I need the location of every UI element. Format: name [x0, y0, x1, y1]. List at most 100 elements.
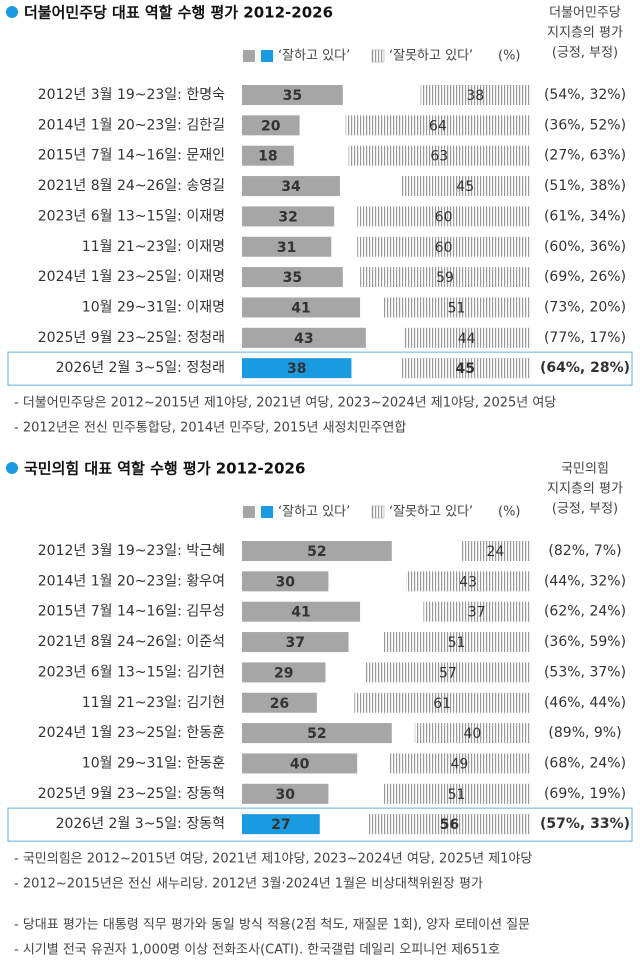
value-label: 34 — [281, 179, 301, 195]
value-label: 18 — [258, 149, 277, 165]
category-label: 2026년 2월 3~5일: 정청래 — [56, 360, 225, 376]
bar-positive — [242, 297, 361, 318]
side-label: (53%, 37%) — [544, 664, 626, 680]
side-label: (61%, 34%) — [544, 208, 626, 224]
side-label: (51%, 38%) — [544, 178, 626, 194]
bar-negative — [383, 783, 530, 804]
side-label: (36%, 59%) — [544, 634, 626, 650]
bar-positive — [242, 267, 343, 288]
bar-positive — [242, 115, 300, 136]
category-label: 2023년 6월 13~15일: 이재명 — [38, 208, 225, 224]
category-label: 2015년 7월 14~16일: 김무성 — [38, 604, 225, 620]
category-label: 2025년 9월 23~25일: 정청래 — [38, 330, 225, 346]
side-header: 지지층의 평가 — [547, 26, 623, 41]
legend-swatch — [243, 506, 255, 518]
side-label: (57%, 33%) — [540, 816, 630, 832]
side-label: (54%, 32%) — [544, 87, 626, 103]
bar-negative — [400, 358, 530, 379]
value-label: 61 — [433, 696, 451, 712]
legend-unit: (%) — [498, 505, 521, 520]
side-label: (36%, 52%) — [544, 117, 626, 133]
bar-negative — [357, 206, 530, 227]
bar-negative — [388, 753, 530, 774]
bar-negative — [400, 176, 530, 197]
category-label: 11월 21~23일: 이재명 — [82, 239, 225, 255]
category-label: 2024년 1월 23~25일: 한동훈 — [38, 725, 225, 741]
legend-swatch — [371, 49, 385, 63]
value-label: 51 — [448, 787, 466, 803]
category-label: 2026년 2월 3~5일: 장동혁 — [56, 816, 225, 832]
side-label: (73%, 20%) — [544, 299, 626, 315]
value-label: 27 — [271, 817, 290, 833]
value-label: 26 — [270, 696, 289, 712]
value-label: 20 — [261, 118, 281, 134]
value-label: 63 — [430, 149, 448, 165]
value-label: 38 — [287, 361, 306, 377]
bar-negative — [348, 145, 530, 166]
bar-negative — [368, 814, 530, 835]
legend-swatch — [261, 50, 273, 62]
bar-positive — [242, 541, 392, 561]
side-label: (27%, 63%) — [544, 148, 626, 164]
bar-positive — [242, 85, 343, 105]
note: - 더불어민주당은 2012~2015년 제1야당, 2021년 여당, 202… — [14, 396, 556, 411]
title-bullet — [6, 6, 18, 18]
bar-negative — [383, 297, 530, 318]
bar-negative — [414, 723, 530, 744]
bar-negative — [423, 601, 530, 622]
bar-negative — [460, 541, 530, 561]
side-label: (62%, 24%) — [544, 604, 626, 620]
note: - 2012년은 전신 민주통합당, 2014년 민주당, 2015년 새정치민… — [14, 421, 406, 436]
note: - 국민의힘은 2012~2015년 여당, 2021년 제1야당, 2023~… — [14, 852, 532, 867]
value-label: 30 — [275, 574, 295, 590]
category-label: 2012년 3월 19~23일: 한명숙 — [38, 87, 225, 103]
bar-negative — [406, 571, 530, 592]
value-label: 60 — [435, 240, 453, 256]
value-label: 64 — [429, 118, 447, 134]
bar-negative — [365, 662, 530, 683]
side-label: (82%, 7%) — [548, 543, 621, 559]
value-label: 41 — [291, 605, 310, 621]
side-label: (44%, 32%) — [544, 573, 626, 589]
bar-positive — [242, 236, 332, 257]
side-header: (긍정, 부정) — [552, 46, 618, 61]
value-label: 60 — [435, 209, 453, 225]
bar-positive — [242, 723, 392, 744]
category-label: 2015년 7월 14~16일: 문재인 — [38, 148, 225, 164]
category-label: 2021년 8월 24~26일: 송영길 — [38, 178, 225, 194]
note: - 2012~2015년은 전신 새누리당. 2012년 3월·2024년 1월… — [14, 877, 483, 892]
bar-positive — [242, 814, 320, 835]
value-label: 51 — [448, 300, 466, 316]
side-label: (68%, 24%) — [544, 755, 626, 771]
bar-positive — [242, 327, 366, 348]
category-label: 11월 21~23일: 김기현 — [82, 695, 225, 711]
bar-positive — [242, 601, 361, 622]
highlight-box — [7, 807, 633, 842]
legend-label: ‘잘못하고 있다’ — [389, 49, 473, 64]
bar-positive — [242, 206, 335, 227]
side-label: (89%, 9%) — [548, 725, 621, 741]
bar-negative — [357, 236, 530, 257]
value-label: 30 — [275, 787, 295, 803]
value-label: 40 — [463, 726, 481, 742]
side-label: (64%, 28%) — [540, 360, 630, 376]
bar-positive — [242, 632, 349, 653]
chart-title: 국민의힘 대표 역할 수행 평가 2012-2026 — [24, 460, 305, 478]
bar-positive — [242, 753, 358, 774]
side-header: 더불어민주당 — [549, 6, 621, 21]
footer-note: - 시기별 전국 유권자 1,000명 이상 전화조사(CATI). 한국갤럽 … — [14, 943, 500, 958]
value-label: 35 — [283, 88, 302, 104]
side-header: (긍정, 부정) — [552, 502, 618, 517]
side-label: (46%, 44%) — [544, 695, 626, 711]
bar-positive — [242, 176, 340, 197]
value-label: 49 — [451, 756, 469, 772]
value-label: 29 — [274, 665, 293, 681]
bar-negative — [383, 632, 530, 653]
value-label: 59 — [436, 270, 454, 286]
chart-title: 더불어민주당 대표 역할 수행 평가 2012-2026 — [24, 4, 333, 22]
highlight-box — [7, 351, 633, 386]
value-label: 45 — [456, 179, 474, 195]
title-bullet — [6, 462, 18, 474]
bar-positive — [242, 358, 352, 379]
category-label: 2012년 3월 19~23일: 박근혜 — [38, 543, 225, 559]
